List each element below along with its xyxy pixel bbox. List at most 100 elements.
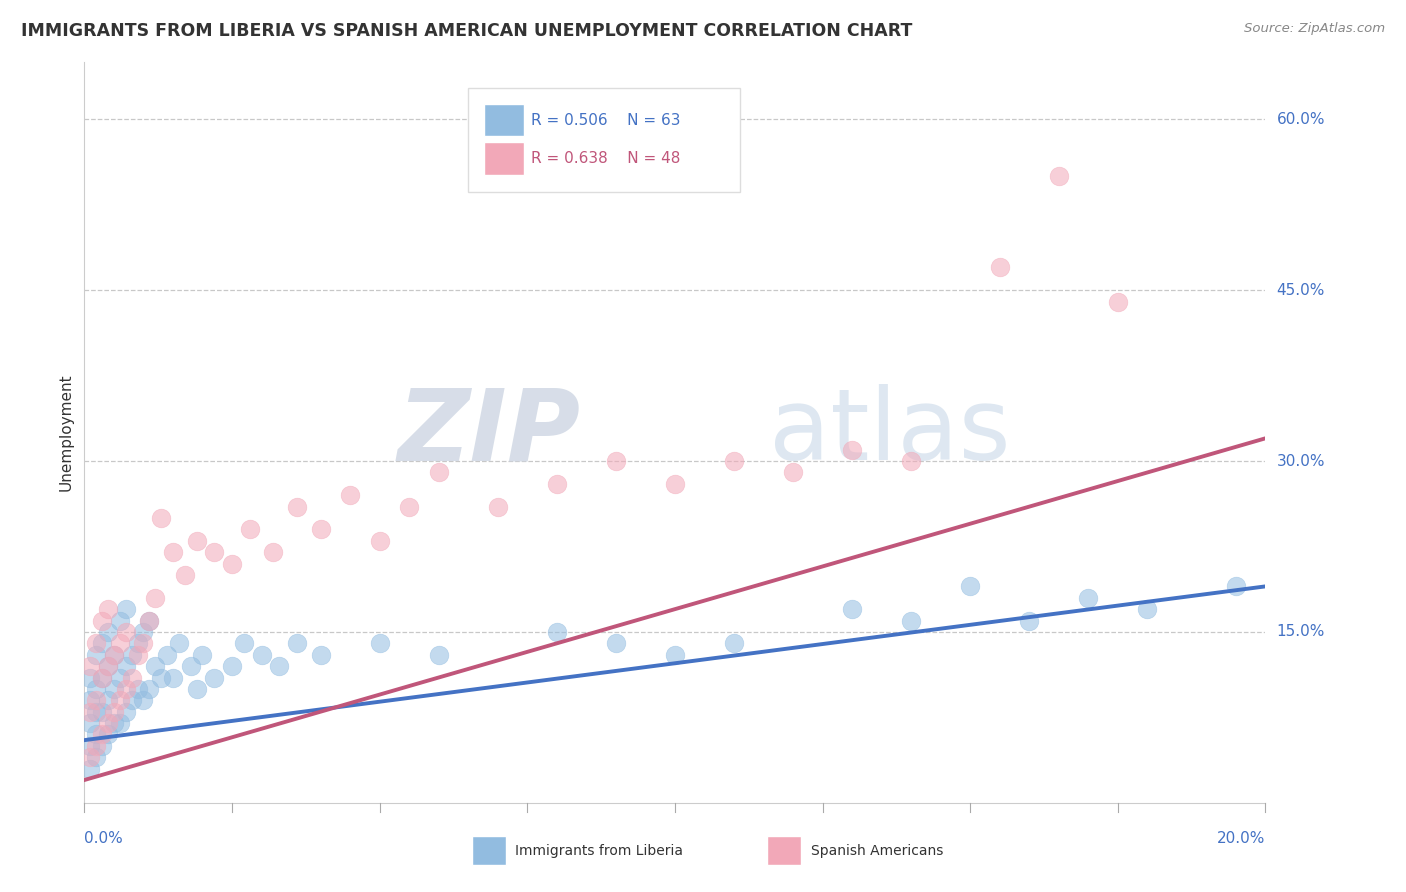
Point	[91, 727, 114, 741]
Point	[108, 693, 131, 707]
Point	[202, 545, 225, 559]
Point	[1077, 591, 1099, 605]
Point	[664, 476, 686, 491]
Point	[91, 636, 114, 650]
Point	[1136, 602, 1159, 616]
Point	[1107, 294, 1129, 309]
Point	[900, 614, 922, 628]
Point	[221, 557, 243, 571]
Point	[91, 705, 114, 719]
Point	[79, 671, 101, 685]
Point	[988, 260, 1011, 275]
Point	[121, 648, 143, 662]
Point	[269, 659, 291, 673]
Point	[114, 681, 136, 696]
Point	[79, 739, 101, 753]
Point	[427, 648, 450, 662]
Point	[103, 648, 125, 662]
Point	[186, 681, 208, 696]
Point	[84, 739, 107, 753]
Point	[84, 750, 107, 764]
Point	[138, 614, 160, 628]
Point	[173, 568, 195, 582]
Text: 0.0%: 0.0%	[84, 830, 124, 846]
Point	[138, 614, 160, 628]
Text: 20.0%: 20.0%	[1218, 830, 1265, 846]
FancyBboxPatch shape	[472, 837, 506, 865]
Point	[97, 716, 120, 731]
FancyBboxPatch shape	[484, 143, 523, 175]
Point	[97, 624, 120, 639]
Y-axis label: Unemployment: Unemployment	[58, 374, 73, 491]
Point	[127, 648, 149, 662]
Point	[79, 716, 101, 731]
Point	[143, 659, 166, 673]
Point	[250, 648, 273, 662]
Point	[664, 648, 686, 662]
Point	[79, 750, 101, 764]
Point	[114, 602, 136, 616]
Point	[1047, 169, 1070, 184]
Point	[97, 659, 120, 673]
Point	[127, 636, 149, 650]
Point	[167, 636, 190, 650]
Point	[605, 636, 627, 650]
Point	[221, 659, 243, 673]
Text: 30.0%: 30.0%	[1277, 454, 1324, 468]
Point	[103, 716, 125, 731]
Point	[782, 466, 804, 480]
Text: Immigrants from Liberia: Immigrants from Liberia	[516, 844, 683, 858]
Text: 45.0%: 45.0%	[1277, 283, 1324, 298]
Point	[132, 693, 155, 707]
Point	[108, 614, 131, 628]
Text: IMMIGRANTS FROM LIBERIA VS SPANISH AMERICAN UNEMPLOYMENT CORRELATION CHART: IMMIGRANTS FROM LIBERIA VS SPANISH AMERI…	[21, 22, 912, 40]
Point	[162, 671, 184, 685]
FancyBboxPatch shape	[468, 88, 740, 192]
Point	[103, 681, 125, 696]
Point	[486, 500, 509, 514]
Point	[398, 500, 420, 514]
Point	[841, 602, 863, 616]
Point	[232, 636, 254, 650]
Text: ZIP: ZIP	[398, 384, 581, 481]
Text: Spanish Americans: Spanish Americans	[811, 844, 943, 858]
Text: 60.0%: 60.0%	[1277, 112, 1324, 127]
Point	[97, 659, 120, 673]
Point	[79, 705, 101, 719]
Point	[91, 671, 114, 685]
Point	[127, 681, 149, 696]
Point	[121, 693, 143, 707]
Point	[191, 648, 214, 662]
Point	[91, 671, 114, 685]
Point	[79, 762, 101, 776]
Point	[1018, 614, 1040, 628]
Point	[132, 624, 155, 639]
Text: 15.0%: 15.0%	[1277, 624, 1324, 640]
Text: R = 0.506    N = 63: R = 0.506 N = 63	[531, 112, 681, 128]
Point	[723, 454, 745, 468]
Point	[79, 693, 101, 707]
Point	[262, 545, 284, 559]
Point	[150, 511, 173, 525]
Point	[723, 636, 745, 650]
Point	[132, 636, 155, 650]
Point	[368, 636, 391, 650]
Point	[84, 648, 107, 662]
Text: R = 0.638    N = 48: R = 0.638 N = 48	[531, 151, 681, 166]
Point	[97, 693, 120, 707]
Point	[91, 614, 114, 628]
Text: Source: ZipAtlas.com: Source: ZipAtlas.com	[1244, 22, 1385, 36]
Point	[900, 454, 922, 468]
Point	[339, 488, 361, 502]
Point	[202, 671, 225, 685]
Point	[186, 533, 208, 548]
Point	[1225, 579, 1247, 593]
Point	[97, 727, 120, 741]
Point	[841, 442, 863, 457]
Point	[103, 648, 125, 662]
Point	[114, 624, 136, 639]
Point	[368, 533, 391, 548]
Point	[84, 693, 107, 707]
Point	[239, 523, 262, 537]
Point	[285, 636, 308, 650]
